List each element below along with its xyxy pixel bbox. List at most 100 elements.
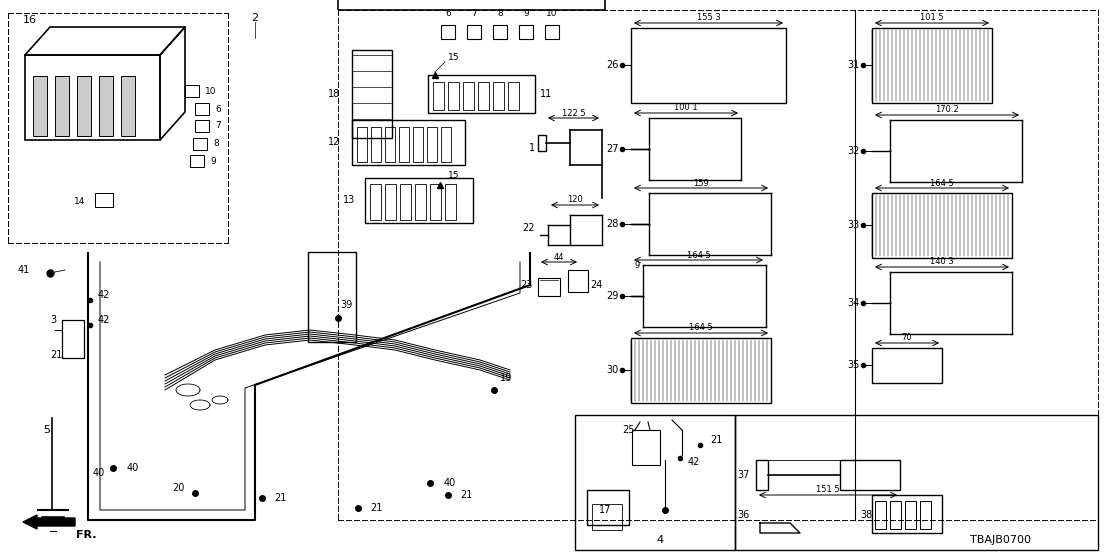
Text: 21: 21 — [370, 503, 382, 513]
Bar — [400, 184, 411, 220]
Text: 170.2: 170.2 — [935, 105, 958, 115]
Text: 25: 25 — [622, 425, 635, 435]
Text: 38: 38 — [860, 510, 872, 520]
Bar — [433, 82, 444, 110]
Text: 164 5: 164 5 — [689, 324, 712, 332]
Text: 34: 34 — [848, 298, 860, 308]
Bar — [630, 28, 786, 103]
Bar — [545, 25, 560, 39]
Text: 19: 19 — [500, 373, 512, 383]
Bar — [384, 127, 394, 162]
Bar — [441, 127, 451, 162]
Text: 159: 159 — [694, 178, 709, 187]
Text: 12: 12 — [328, 137, 340, 147]
Bar — [587, 490, 629, 525]
Text: 14: 14 — [73, 197, 85, 206]
Text: 70: 70 — [902, 334, 912, 342]
Bar — [76, 76, 91, 136]
Text: 11: 11 — [540, 89, 552, 99]
Bar — [735, 415, 1098, 550]
Bar — [630, 338, 771, 403]
Bar — [890, 501, 901, 529]
Bar — [538, 135, 546, 151]
Text: 15: 15 — [448, 171, 460, 179]
Bar — [189, 155, 204, 167]
Text: 31: 31 — [848, 60, 860, 70]
Bar — [427, 127, 437, 162]
Text: 42: 42 — [98, 290, 111, 300]
Bar — [416, 184, 425, 220]
Text: 140 3: 140 3 — [930, 258, 954, 266]
Text: 7: 7 — [471, 8, 476, 18]
Bar — [875, 501, 886, 529]
Text: 9: 9 — [635, 260, 639, 269]
Text: 9: 9 — [523, 8, 529, 18]
Text: 6: 6 — [445, 8, 451, 18]
Bar — [568, 270, 588, 292]
Bar — [466, 25, 481, 39]
Text: 30: 30 — [607, 365, 619, 375]
Bar — [308, 252, 356, 342]
Text: 29: 29 — [606, 291, 619, 301]
Text: 21: 21 — [50, 350, 62, 360]
Text: 8: 8 — [213, 140, 218, 148]
Text: 155 3: 155 3 — [697, 13, 720, 23]
Text: 15: 15 — [448, 54, 460, 63]
Bar — [632, 430, 660, 465]
Bar — [55, 76, 69, 136]
Bar — [352, 120, 465, 165]
Bar — [840, 460, 900, 490]
Text: 10: 10 — [546, 8, 557, 18]
Bar — [371, 127, 381, 162]
Bar — [519, 25, 533, 39]
Text: 33: 33 — [848, 220, 860, 230]
Bar — [121, 76, 135, 136]
Text: 17: 17 — [598, 505, 612, 515]
Text: 32: 32 — [848, 146, 860, 156]
Text: FR.: FR. — [76, 530, 96, 540]
Text: 120: 120 — [567, 196, 583, 204]
Bar — [448, 82, 459, 110]
Bar — [493, 82, 504, 110]
Bar — [872, 495, 942, 533]
Text: 100 1: 100 1 — [674, 104, 698, 112]
Text: TBAJB0700: TBAJB0700 — [970, 535, 1030, 545]
Text: 101 5: 101 5 — [920, 13, 944, 23]
Text: 40: 40 — [127, 463, 140, 473]
Text: 2: 2 — [252, 13, 258, 23]
Bar — [872, 193, 1012, 258]
Text: 164 5: 164 5 — [930, 178, 954, 187]
Text: 5: 5 — [43, 425, 50, 435]
Bar — [441, 25, 455, 39]
Bar — [399, 127, 409, 162]
Bar — [95, 193, 113, 207]
Bar — [352, 50, 392, 138]
Text: 9: 9 — [211, 156, 216, 166]
Bar — [195, 103, 209, 115]
Text: 44: 44 — [554, 253, 564, 261]
Text: 22: 22 — [523, 223, 535, 233]
Bar — [370, 184, 381, 220]
Text: 151 5: 151 5 — [817, 485, 840, 495]
FancyArrow shape — [23, 515, 75, 529]
Text: 35: 35 — [848, 360, 860, 370]
Bar — [384, 184, 396, 220]
Text: 18: 18 — [328, 89, 340, 99]
Bar — [920, 501, 931, 529]
Bar — [428, 75, 535, 113]
Bar — [33, 76, 47, 136]
Text: 8: 8 — [497, 8, 503, 18]
Text: 23: 23 — [521, 280, 533, 290]
Bar — [365, 178, 473, 223]
Bar — [756, 460, 768, 490]
Bar — [463, 82, 474, 110]
Text: 21: 21 — [460, 490, 472, 500]
Text: 42: 42 — [688, 457, 700, 467]
Text: 40: 40 — [93, 468, 105, 478]
Text: 7: 7 — [215, 121, 220, 131]
Bar — [478, 82, 489, 110]
Text: 16: 16 — [23, 15, 37, 25]
Text: 21: 21 — [274, 493, 286, 503]
Text: 39: 39 — [340, 300, 352, 310]
Bar — [445, 184, 456, 220]
